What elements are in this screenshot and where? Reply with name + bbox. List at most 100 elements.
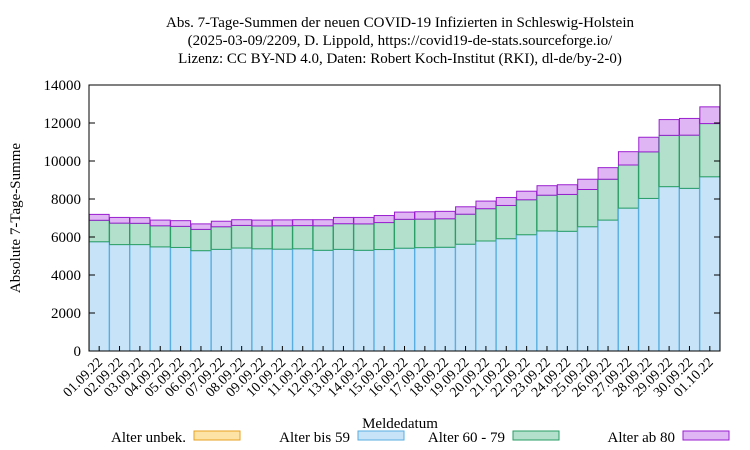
bar-ab80-02.09.22 [109, 216, 131, 224]
bar-60-79-24.09.22 [556, 193, 578, 232]
chart-title-line-2: (2025-03-09/2209, D. Lippold, https://co… [187, 33, 613, 49]
bar-bis59-30.09.22 [678, 187, 700, 352]
bar-ab80-21.09.22 [495, 196, 517, 206]
legend-swatch-0 [193, 430, 241, 441]
bar-bis59-12.09.22 [312, 249, 334, 352]
bar-ab80-07.09.22 [210, 220, 232, 228]
bar-bis59-25.09.22 [577, 226, 599, 352]
bar-60-79-10.09.22 [271, 225, 293, 250]
y-tick-label-2000: 2000 [51, 306, 81, 322]
y-axis-label: Absolute 7-Tage-Summe [8, 143, 24, 294]
legend-label-2: Alter 60 - 79 [428, 430, 505, 446]
bar-60-79-07.09.22 [210, 226, 232, 250]
bar-60-79-05.09.22 [170, 225, 192, 248]
bar-bis59-20.09.22 [475, 240, 497, 352]
bar-60-79-08.09.22 [231, 224, 253, 249]
bar-60-79-09.09.22 [251, 225, 273, 250]
bar-60-79-28.09.22 [638, 151, 660, 199]
bar-bis59-01.09.22 [88, 241, 110, 352]
bar-bis59-28.09.22 [638, 197, 660, 352]
bar-60-79-12.09.22 [312, 225, 334, 251]
bar-bis59-16.09.22 [394, 247, 415, 352]
bar-60-79-23.09.22 [536, 194, 558, 232]
bar-ab80-19.09.22 [455, 206, 477, 215]
bar-ab80-10.09.22 [271, 219, 293, 227]
bar-ab80-01.09.22 [88, 213, 110, 221]
x-axis-label: Meldedatum [362, 416, 438, 432]
bar-bis59-05.09.22 [170, 246, 192, 352]
y-tick-label-14000: 14000 [44, 78, 82, 94]
bars-layer [88, 106, 721, 352]
bar-bis59-29.09.22 [658, 186, 680, 352]
bar-ab80-13.09.22 [332, 216, 354, 225]
bar-60-79-20.09.22 [475, 208, 497, 242]
bar-60-79-18.09.22 [434, 218, 456, 248]
bar-60-79-04.09.22 [149, 225, 171, 248]
bar-bis59-23.09.22 [536, 230, 558, 352]
bar-bis59-10.09.22 [271, 248, 293, 352]
bar-bis59-01.10.22 [699, 176, 721, 352]
bar-60-79-22.09.22 [516, 199, 538, 236]
bar-60-79-29.09.22 [658, 134, 680, 188]
bar-60-79-26.09.22 [597, 178, 619, 221]
bar-60-79-11.09.22 [292, 225, 314, 250]
bar-bis59-24.09.22 [556, 230, 578, 352]
bar-ab80-06.09.22 [190, 223, 212, 230]
bar-bis59-18.09.22 [434, 246, 456, 352]
bar-bis59-13.09.22 [332, 248, 354, 352]
bar-60-79-02.09.22 [109, 222, 131, 246]
legend-swatch-1 [357, 430, 405, 441]
bar-ab80-29.09.22 [658, 119, 680, 136]
bar-60-79-13.09.22 [332, 223, 354, 250]
y-tick-label-6000: 6000 [51, 230, 81, 246]
bar-bis59-26.09.22 [597, 219, 619, 352]
bar-60-79-17.09.22 [414, 218, 436, 249]
bar-bis59-04.09.22 [149, 246, 171, 352]
y-tick-label-0: 0 [74, 344, 82, 360]
bar-ab80-03.09.22 [129, 217, 151, 224]
bar-bis59-06.09.22 [190, 250, 212, 352]
bar-60-79-30.09.22 [678, 134, 700, 189]
bar-ab80-12.09.22 [312, 219, 334, 227]
bar-60-79-21.09.22 [495, 204, 517, 240]
bar-bis59-15.09.22 [373, 249, 395, 352]
bar-ab80-01.10.22 [699, 106, 721, 125]
y-tick-label-10000: 10000 [44, 154, 82, 170]
bar-ab80-24.09.22 [556, 184, 578, 195]
bar-60-79-03.09.22 [129, 222, 151, 246]
y-tick-label-8000: 8000 [51, 192, 81, 208]
bar-ab80-11.09.22 [292, 219, 314, 227]
bar-ab80-16.09.22 [394, 211, 415, 220]
bar-ab80-30.09.22 [678, 117, 700, 136]
legend-label-3: Alter ab 80 [608, 430, 675, 446]
legend-swatch-2 [512, 430, 560, 441]
legend-label-1: Alter bis 59 [279, 430, 350, 446]
legend: Alter unbek. Alter bis 59 Alter 60 - 79 Alt… [111, 430, 730, 446]
bar-ab80-20.09.22 [475, 200, 497, 210]
bar-60-79-06.09.22 [190, 228, 212, 252]
bar-60-79-25.09.22 [577, 189, 599, 228]
bar-ab80-28.09.22 [638, 136, 660, 153]
bar-60-79-14.09.22 [353, 223, 375, 251]
bar-bis59-08.09.22 [231, 247, 253, 352]
legend-swatch-3 [682, 430, 730, 441]
legend-label-0: Alter unbek. [111, 430, 186, 446]
bar-ab80-04.09.22 [149, 219, 171, 227]
bar-ab80-22.09.22 [516, 190, 538, 201]
bar-bis59-02.09.22 [109, 244, 131, 352]
bar-bis59-11.09.22 [292, 248, 314, 352]
bar-60-79-27.09.22 [617, 164, 639, 209]
bar-bis59-21.09.22 [495, 238, 517, 352]
bar-ab80-09.09.22 [251, 219, 273, 227]
bar-bis59-07.09.22 [210, 248, 232, 352]
chart-title-line-1: Abs. 7-Tage-Summen der neuen COVID-19 In… [165, 15, 634, 31]
bar-bis59-19.09.22 [455, 243, 477, 352]
bar-ab80-27.09.22 [617, 151, 639, 166]
bar-bis59-22.09.22 [516, 234, 538, 352]
bar-bis59-09.09.22 [251, 248, 273, 352]
bar-bis59-03.09.22 [129, 244, 151, 352]
y-tick-label-4000: 4000 [51, 268, 81, 284]
bar-ab80-23.09.22 [536, 185, 558, 196]
bar-bis59-27.09.22 [617, 207, 639, 352]
bar-ab80-15.09.22 [373, 215, 395, 224]
